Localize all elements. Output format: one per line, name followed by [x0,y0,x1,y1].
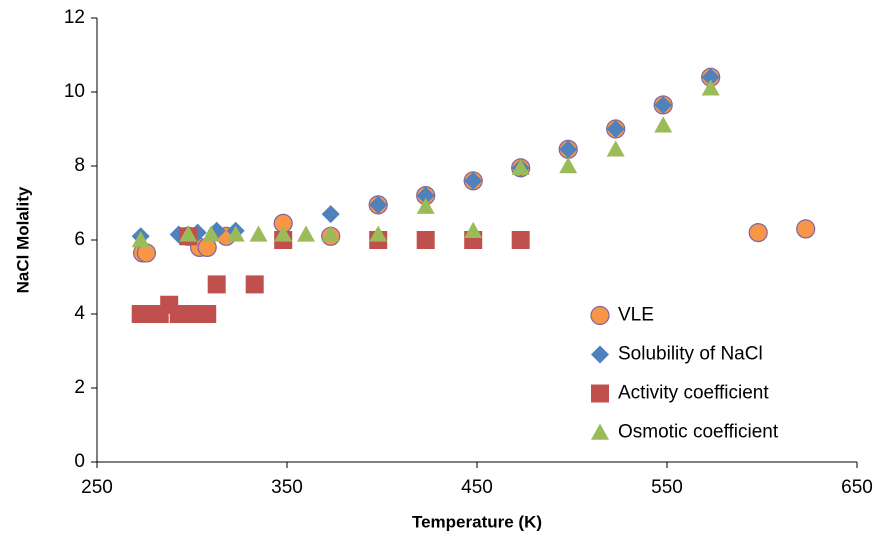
point [511,158,530,176]
legend-marker [591,384,609,403]
point [321,205,340,224]
point [654,95,673,114]
point [416,231,435,249]
legend-marker [590,305,610,326]
legend-label: Solubility of NaCl [618,344,763,365]
point [606,140,625,157]
x-tick-label: 350 [271,477,303,498]
x-axis-title: Temperature (K) [412,512,542,531]
y-tick-label: 12 [64,7,85,28]
point [748,223,768,243]
x-tick-label: 450 [461,477,493,498]
legend-label: VLE [618,305,654,326]
point [274,225,293,242]
point [511,231,530,249]
x-tick-label: 550 [651,477,683,498]
point [416,197,435,214]
point [464,221,483,238]
point [701,68,720,87]
point [654,116,673,133]
point [198,305,217,323]
x-tick-label: 650 [841,477,873,498]
point [559,140,578,159]
legend-label: Osmotic coefficient [618,422,779,443]
legend-label: Activity coefficient [618,383,769,404]
point [179,225,198,242]
x-tick-label: 250 [81,477,113,498]
point [369,195,388,214]
point [796,219,816,239]
y-tick-label: 6 [74,229,85,250]
legend-marker [591,345,609,364]
y-tick-label: 8 [74,155,85,176]
point [249,225,268,242]
y-tick-label: 10 [64,81,85,102]
point [464,171,483,190]
legend-marker [591,423,609,440]
point [245,275,264,294]
point [321,225,340,242]
y-tick-label: 2 [74,377,85,398]
point [369,225,388,242]
point [701,79,720,96]
point [131,231,150,248]
y-tick-label: 0 [74,451,85,472]
point [559,157,578,174]
y-tick-label: 4 [74,303,85,324]
point [226,225,245,242]
point [297,225,315,242]
y-axis-title: NaCl Molality [13,186,32,293]
point [606,120,625,138]
point [207,275,226,294]
point [202,225,220,242]
point [416,186,435,205]
